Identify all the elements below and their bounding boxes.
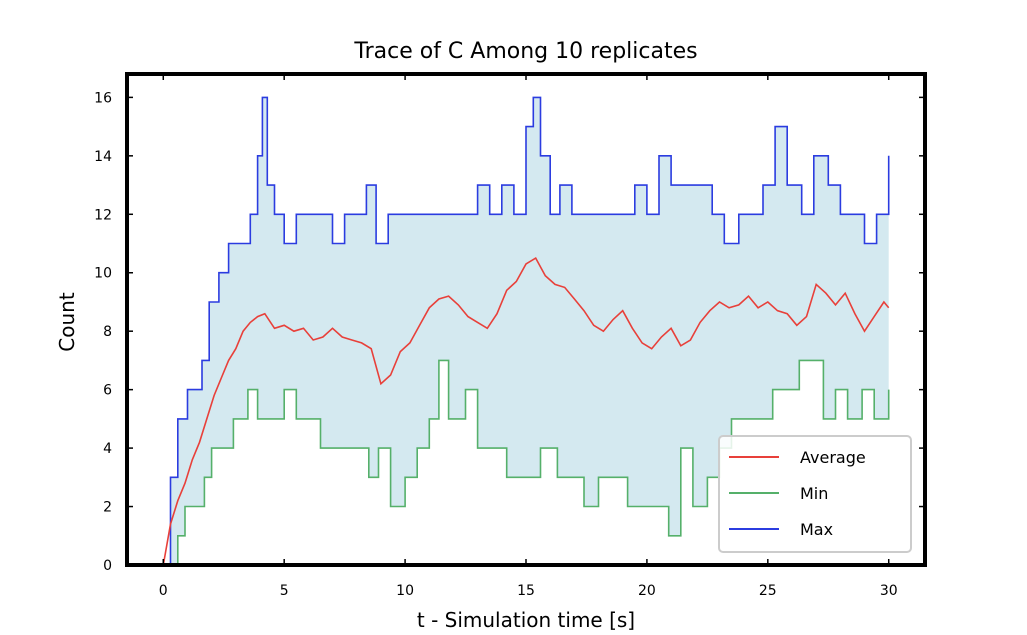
legend-box bbox=[718, 435, 912, 553]
x-tick-label: 0 bbox=[159, 583, 168, 599]
x-axis-label: t - Simulation time [s] bbox=[417, 608, 635, 632]
x-tick-label: 30 bbox=[880, 583, 898, 599]
series-line-average bbox=[162, 256, 890, 566]
x-tick-label: 5 bbox=[280, 583, 289, 599]
legend-label-min: Min bbox=[800, 484, 828, 503]
chart-title: Trace of C Among 10 replicates bbox=[353, 39, 697, 64]
y-tick-label: 0 bbox=[103, 558, 112, 574]
series-lines bbox=[162, 96, 890, 566]
y-tick-label: 6 bbox=[103, 383, 112, 399]
plot-frame bbox=[125, 72, 927, 567]
legend-label-average: Average bbox=[800, 448, 866, 467]
legend: Average Min Max bbox=[718, 435, 912, 553]
y-tick-label: 16 bbox=[94, 90, 112, 106]
x-tick-label: 25 bbox=[759, 583, 777, 599]
y-axis-label: Count bbox=[55, 292, 79, 352]
x-tick-label: 20 bbox=[638, 583, 656, 599]
axis-ticks: 0 5 10 15 20 25 30 0 2 4 6 8 10 12 14 16 bbox=[94, 74, 925, 599]
y-tick-label: 8 bbox=[103, 324, 112, 340]
series-line-max bbox=[163, 96, 890, 566]
x-tick-label: 10 bbox=[396, 583, 414, 599]
x-tick-label: 15 bbox=[517, 583, 535, 599]
y-tick-label: 12 bbox=[94, 207, 112, 223]
y-tick-label: 2 bbox=[103, 500, 112, 516]
y-tick-label: 10 bbox=[94, 266, 112, 282]
y-tick-label: 14 bbox=[94, 149, 112, 165]
series-line-min bbox=[163, 359, 890, 566]
legend-label-max: Max bbox=[800, 520, 833, 539]
y-tick-label: 4 bbox=[103, 441, 112, 457]
